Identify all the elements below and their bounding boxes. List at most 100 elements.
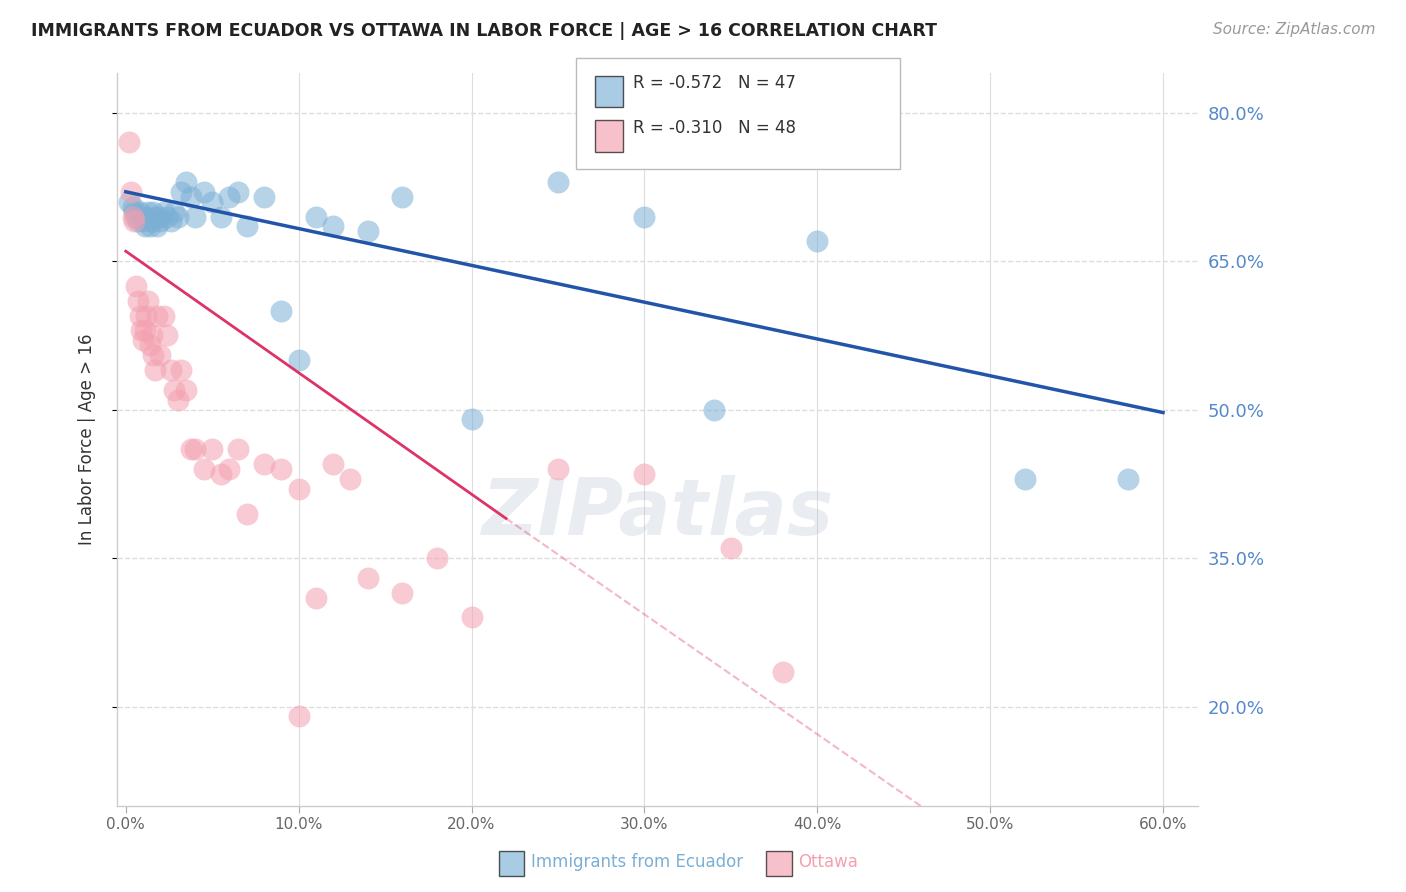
Point <box>146 309 169 323</box>
Point <box>305 591 328 605</box>
Point <box>270 462 292 476</box>
Point <box>253 190 276 204</box>
Point <box>149 348 172 362</box>
Point <box>152 309 174 323</box>
Point <box>135 210 157 224</box>
Point <box>143 210 166 224</box>
Text: R = -0.572   N = 47: R = -0.572 N = 47 <box>633 74 796 92</box>
Point <box>357 571 380 585</box>
Text: R = -0.310   N = 48: R = -0.310 N = 48 <box>633 119 796 136</box>
Point <box>201 442 224 457</box>
Point <box>170 185 193 199</box>
Point <box>143 363 166 377</box>
Point <box>226 185 249 199</box>
Point <box>253 457 276 471</box>
Point <box>806 234 828 248</box>
Point <box>127 214 149 228</box>
Point <box>460 610 482 624</box>
Point <box>152 204 174 219</box>
Point <box>339 472 361 486</box>
Point <box>135 309 157 323</box>
Point <box>136 204 159 219</box>
Point <box>141 328 163 343</box>
Point <box>125 278 148 293</box>
Point <box>305 210 328 224</box>
Point <box>720 541 742 556</box>
Point <box>118 136 141 150</box>
Point <box>159 214 181 228</box>
Point <box>124 214 146 228</box>
Point <box>772 665 794 679</box>
Point <box>134 323 156 337</box>
Point <box>146 219 169 234</box>
Point <box>159 363 181 377</box>
Point <box>174 175 197 189</box>
Point <box>131 210 153 224</box>
Point <box>128 204 150 219</box>
Point <box>633 210 655 224</box>
Y-axis label: In Labor Force | Age > 16: In Labor Force | Age > 16 <box>79 334 96 545</box>
Point <box>121 210 143 224</box>
Point <box>357 224 380 238</box>
Point <box>322 219 344 234</box>
Point <box>193 462 215 476</box>
Point <box>166 210 188 224</box>
Point <box>218 462 240 476</box>
Point <box>142 348 165 362</box>
Text: IMMIGRANTS FROM ECUADOR VS OTTAWA IN LABOR FORCE | AGE > 16 CORRELATION CHART: IMMIGRANTS FROM ECUADOR VS OTTAWA IN LAB… <box>31 22 936 40</box>
Point <box>124 204 146 219</box>
Point <box>287 353 309 368</box>
Point <box>148 210 170 224</box>
Point <box>118 194 141 209</box>
Point <box>156 210 179 224</box>
Point <box>132 333 155 347</box>
Point <box>209 210 232 224</box>
Text: Ottawa: Ottawa <box>799 853 859 871</box>
Point <box>180 442 202 457</box>
Point <box>180 190 202 204</box>
Point <box>209 467 232 481</box>
Point <box>163 204 186 219</box>
Point <box>184 210 207 224</box>
Point <box>1014 472 1036 486</box>
Point <box>127 293 149 308</box>
Point <box>236 507 259 521</box>
Point <box>163 383 186 397</box>
Point <box>218 190 240 204</box>
Point <box>391 190 413 204</box>
Point <box>426 551 449 566</box>
Point <box>134 219 156 234</box>
Point <box>174 383 197 397</box>
Point <box>193 185 215 199</box>
Point <box>184 442 207 457</box>
Point <box>236 219 259 234</box>
Point <box>139 338 162 352</box>
Point <box>633 467 655 481</box>
Point <box>141 214 163 228</box>
Text: Source: ZipAtlas.com: Source: ZipAtlas.com <box>1212 22 1375 37</box>
Point <box>136 293 159 308</box>
Point <box>132 214 155 228</box>
Text: ZIPatlas: ZIPatlas <box>481 475 834 550</box>
Point <box>121 200 143 214</box>
Point <box>120 185 142 199</box>
Point <box>128 309 150 323</box>
Point <box>226 442 249 457</box>
Point <box>460 412 482 426</box>
Point <box>287 709 309 723</box>
Point <box>149 214 172 228</box>
Point <box>322 457 344 471</box>
Point <box>139 219 162 234</box>
Point <box>125 210 148 224</box>
Point <box>1118 472 1140 486</box>
Text: Immigrants from Ecuador: Immigrants from Ecuador <box>531 853 744 871</box>
Point <box>131 323 153 337</box>
Point <box>287 482 309 496</box>
Point <box>547 462 569 476</box>
Point <box>156 328 179 343</box>
Point <box>201 194 224 209</box>
Point <box>270 303 292 318</box>
Point <box>142 204 165 219</box>
Point <box>170 363 193 377</box>
Point <box>547 175 569 189</box>
